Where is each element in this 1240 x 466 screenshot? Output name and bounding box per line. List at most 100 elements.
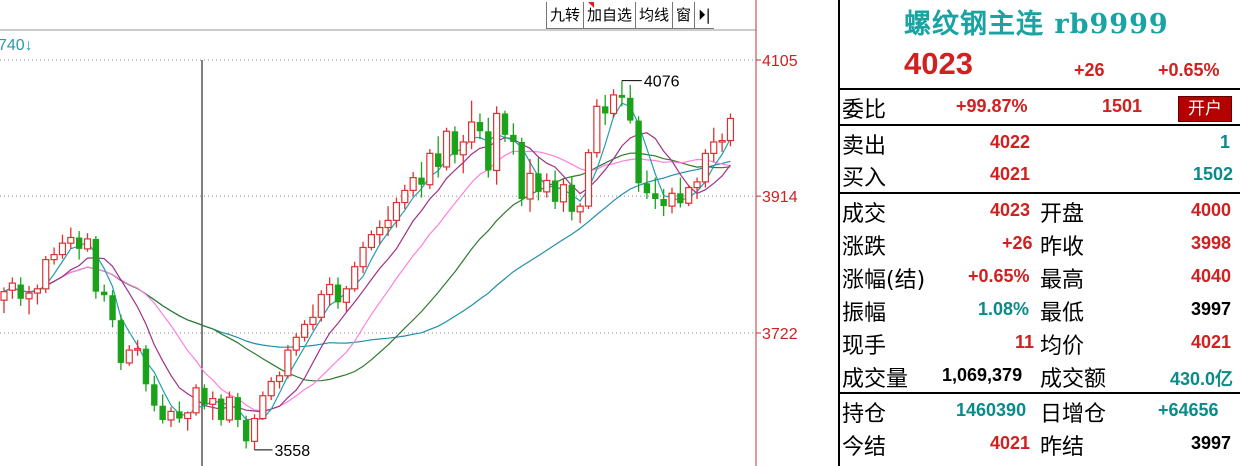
candle-body <box>543 179 551 193</box>
row-value: 3997 <box>1191 299 1232 319</box>
candle-body <box>351 266 359 290</box>
flag-icon <box>588 2 594 8</box>
candle-body <box>677 193 684 204</box>
candle-body <box>418 177 425 185</box>
row-label: 现手 <box>842 334 887 359</box>
last-price: 4023 <box>904 46 973 81</box>
candle-body <box>593 105 601 154</box>
quote-panel: 螺纹钢主连 rb9999 4023 +26 +0.65% 委比 +99.87% … <box>838 0 1240 466</box>
row-label: 涨跌 <box>842 235 887 260</box>
candle-body <box>518 141 525 199</box>
chart-toolbar: 九转 加自选 均线 窗 ⏵| <box>546 2 714 29</box>
candlestick-svg: 4105 3914 3722 740↓ 4076 3558 <box>0 0 798 466</box>
candle-body <box>584 152 593 207</box>
divider <box>840 124 1240 126</box>
ratio-label: 委比 <box>842 98 887 123</box>
candle-body <box>217 398 225 420</box>
next-arrow-icon[interactable]: ⏵| <box>694 2 714 29</box>
candle-body <box>117 320 125 363</box>
candle-body <box>602 106 609 114</box>
divider <box>840 392 1240 394</box>
price-tick-label: 3914 <box>762 189 798 206</box>
window-button[interactable]: 窗 <box>672 2 695 29</box>
price-tick-label: 3722 <box>762 326 798 343</box>
settle-value: 4021 <box>990 433 1031 453</box>
candle-body <box>284 349 292 377</box>
candle-body <box>551 180 559 202</box>
settle-label: 今结 <box>842 435 887 460</box>
quote-row: 振幅 1.08% 最低 3997 <box>840 293 1240 326</box>
candle-body <box>710 141 718 154</box>
candle-body <box>25 292 33 300</box>
candle-body <box>201 387 208 405</box>
row-value: 4021 <box>1191 332 1232 352</box>
ma-line-purple <box>3 132 731 413</box>
candle-body <box>426 152 434 186</box>
candle-body <box>309 316 317 326</box>
sell-label: 卖出 <box>842 134 887 159</box>
row-value: 4040 <box>1191 266 1232 286</box>
candle-body <box>510 134 517 142</box>
buy-row: 买入 4021 1502 <box>840 158 1240 191</box>
add-watchlist-button[interactable]: 加自选 <box>583 2 636 29</box>
candle-body <box>618 94 626 98</box>
candle-body <box>485 131 492 171</box>
candle-body <box>652 193 659 199</box>
candle-body <box>125 349 133 364</box>
candle-body <box>58 242 67 256</box>
candle-body <box>242 419 250 442</box>
candle-body <box>17 284 24 299</box>
inc-label: 日增仓 <box>1040 402 1107 427</box>
row-label: 振幅 <box>842 301 887 326</box>
row-value: 430.0亿 <box>1170 369 1234 389</box>
candle-body <box>101 291 108 296</box>
candle-body <box>167 410 175 421</box>
buy-price: 4021 <box>990 164 1031 184</box>
pre-settle-label: 昨结 <box>1040 435 1085 460</box>
candle-body <box>8 282 16 291</box>
candle-body <box>468 121 476 143</box>
candle-body <box>367 234 375 249</box>
candle-body <box>576 205 584 213</box>
candle-body <box>451 131 459 155</box>
hold-value: 1460390 <box>956 400 1027 420</box>
ratio-pct: +99.87% <box>956 96 1028 116</box>
candle-body <box>75 237 83 249</box>
row-value: 4023 <box>990 200 1031 220</box>
candle-body <box>718 139 726 143</box>
candle-body <box>559 184 568 203</box>
row-value: +0.65% <box>968 266 1030 286</box>
candle-body <box>275 375 284 383</box>
candle-body <box>401 189 409 204</box>
kline-chart[interactable]: 4105 3914 3722 740↓ 4076 3558 九转 加自选 均线 窗 ⏵| <box>0 0 838 466</box>
candle-body <box>342 288 350 303</box>
candle-body <box>526 172 534 200</box>
candle-body <box>643 183 651 194</box>
candle-body <box>234 397 241 420</box>
candle-body <box>259 395 267 420</box>
candle-body <box>0 291 8 301</box>
candle-body <box>67 236 75 244</box>
candle-body <box>92 238 100 292</box>
quote-row: 成交量 1,069,379 成交额 430.0亿 <box>840 359 1240 392</box>
buy-volume: 1502 <box>1193 164 1234 184</box>
candle-body <box>151 384 158 406</box>
candle-body <box>184 412 192 420</box>
buy-label: 买入 <box>842 166 887 191</box>
candle-body <box>609 94 618 115</box>
high-label: 4076 <box>644 74 680 91</box>
candle-body <box>568 184 575 212</box>
candle-body <box>159 405 166 420</box>
moving-average-button[interactable]: 均线 <box>635 2 673 29</box>
open-account-button[interactable]: 开户 <box>1178 96 1232 122</box>
candle-body <box>83 238 92 250</box>
inc-value: +64656 <box>1158 400 1219 420</box>
row-label: 均价 <box>1040 334 1085 359</box>
candle-body <box>535 173 542 192</box>
price-change-pct: +0.65% <box>1158 60 1220 80</box>
candle-body <box>359 246 367 268</box>
ma-line-short <box>3 102 731 421</box>
row-label: 昨收 <box>1040 235 1085 260</box>
nine-turn-button[interactable]: 九转 <box>546 2 584 29</box>
candle-body <box>250 417 259 442</box>
